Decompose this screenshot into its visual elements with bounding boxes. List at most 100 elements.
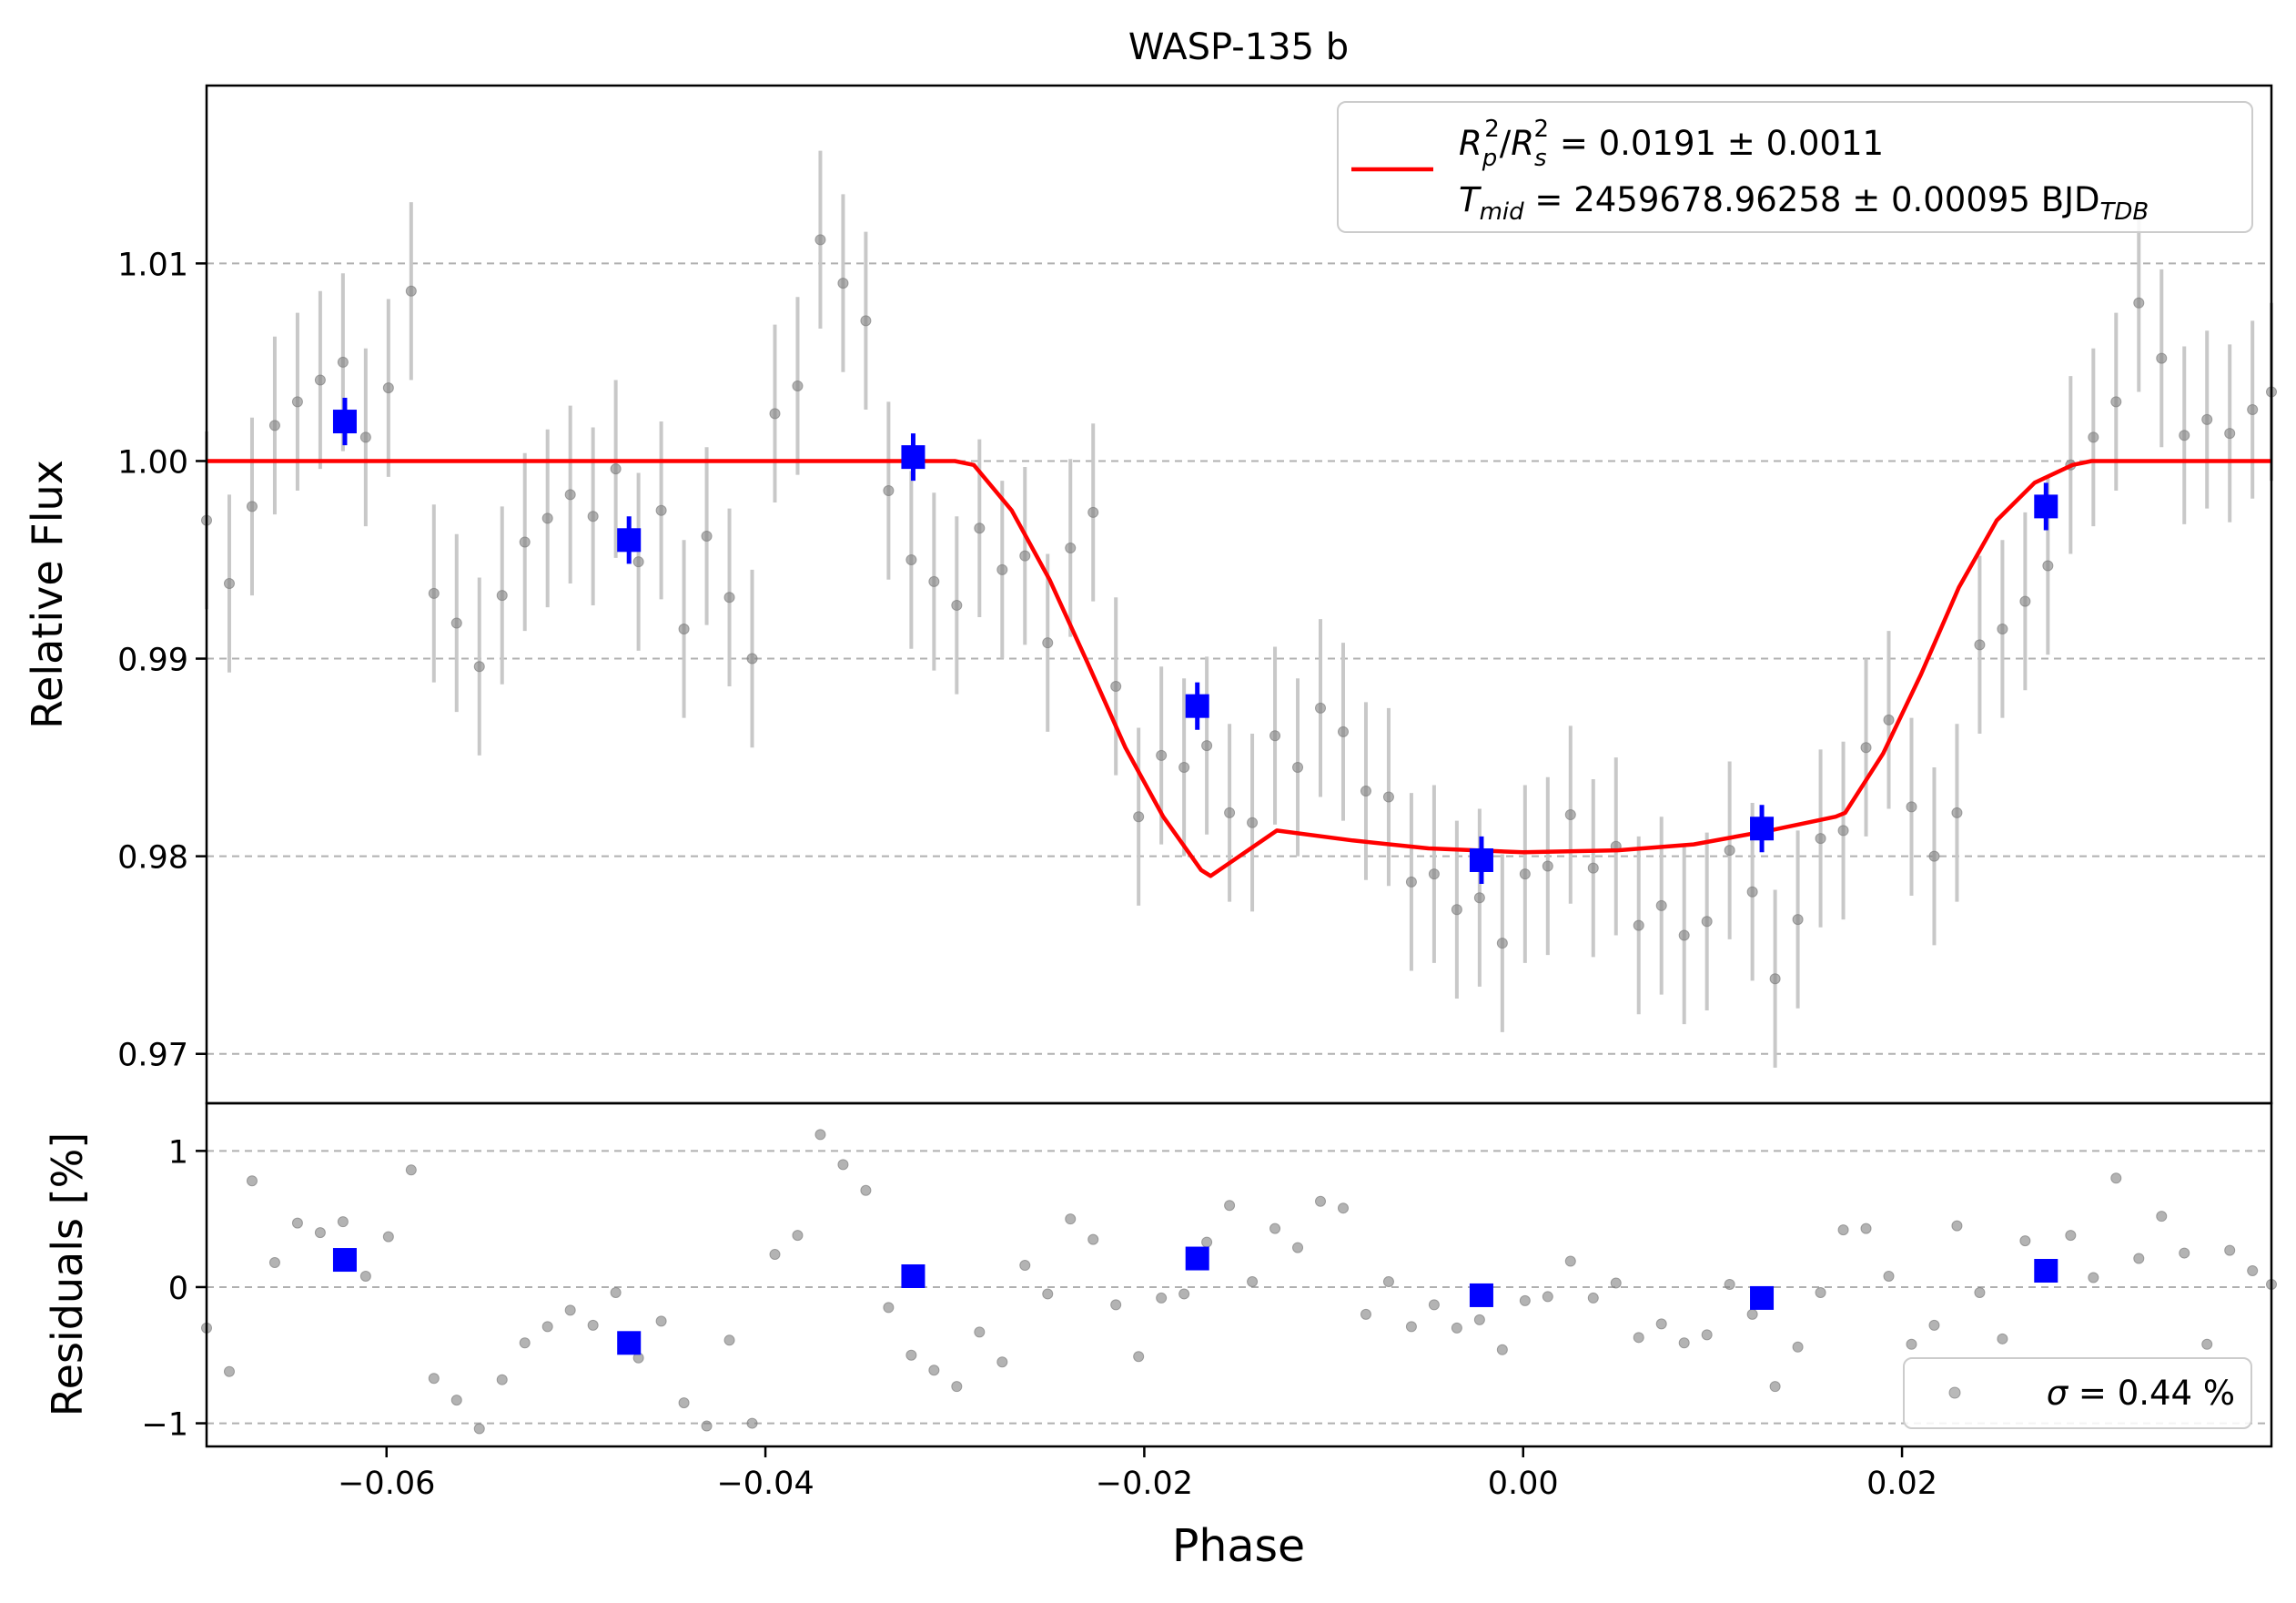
residual-raw-point (405, 1164, 417, 1176)
residual-raw-point (1974, 1286, 1986, 1298)
flux-raw-point (1019, 550, 1031, 562)
residual-raw-point (1746, 1308, 1758, 1320)
flux-raw-point (1815, 833, 1826, 845)
residual-raw-point (1564, 1255, 1576, 1267)
residual-raw-point (2156, 1211, 2168, 1223)
residual-raw-point (541, 1321, 553, 1333)
flux-raw-point (1997, 623, 2008, 634)
flux-raw-point (928, 575, 940, 587)
residual-raw-point (723, 1334, 735, 1346)
residual-raw-point (2110, 1172, 2122, 1184)
residual-raw-point (1451, 1322, 1462, 1334)
residual-raw-point (1519, 1294, 1531, 1306)
flux-raw-point (1315, 702, 1327, 714)
residual-raw-point (769, 1249, 781, 1261)
flux-raw-point (1837, 825, 1849, 837)
residual-raw-point (2133, 1253, 2145, 1264)
flux-legend: Rp2/Rs2 = 0.0191 ± 0.0011 Tmid = 2459678… (1337, 101, 2253, 233)
flux-raw-point (1542, 860, 1553, 872)
residual-raw-point (564, 1304, 576, 1316)
flux-raw-point (473, 661, 485, 673)
flux-raw-point (428, 587, 440, 599)
residual-raw-point (496, 1374, 508, 1385)
residuals-x-ticks: −0.06 −0.04 −0.02 0.00 0.02 (338, 1446, 1937, 1502)
residual-raw-point (428, 1373, 440, 1385)
flux-raw-point (337, 356, 349, 368)
residual-raw-point (1473, 1314, 1485, 1325)
flux-raw-point (1382, 791, 1394, 803)
residuals-axes-frame (205, 1101, 2273, 1448)
residual-raw-point (2224, 1244, 2236, 1256)
residuals-y-axis-label: Residuals [%] (43, 1132, 92, 1416)
flux-raw-point (1655, 899, 1667, 911)
residual-raw-point (223, 1365, 235, 1377)
residual-raw-point (655, 1315, 667, 1327)
flux-raw-point (1133, 811, 1145, 823)
flux-raw-point (1292, 761, 1304, 773)
residual-binned-point (332, 1248, 357, 1273)
residuals-panel: −1 0 1 −0.06 −0.04 −0.02 0.00 0.02 Residuals [… (43, 1101, 2277, 1572)
residuals-y-tick-label: 1 (168, 1134, 188, 1171)
flux-y-tick-label: 1.01 (117, 247, 188, 283)
flux-panel: 0.97 0.98 0.99 1.00 1.01 Relative Flux Rp2/R… (23, 84, 2277, 1105)
flux-raw-point (246, 501, 258, 512)
residuals-y-tick-label: 0 (168, 1271, 188, 1307)
legend-sigma-text: σ = 0.44 % (2047, 1374, 2235, 1413)
flux-raw-point (1451, 904, 1462, 916)
residual-raw-point (1883, 1270, 1895, 1282)
residual-raw-point (1496, 1344, 1508, 1355)
flux-raw-point (268, 420, 280, 431)
residual-raw-point (792, 1230, 804, 1242)
residual-raw-point (746, 1417, 758, 1429)
residual-raw-point (314, 1227, 326, 1239)
flux-raw-point (2224, 428, 2236, 440)
flux-raw-point (1951, 807, 1963, 818)
residual-raw-point (1701, 1329, 1713, 1341)
flux-raw-point (837, 278, 849, 289)
flux-raw-point (1724, 845, 1735, 857)
flux-raw-point (996, 563, 1008, 575)
flux-y-tick-label: 0.98 (117, 840, 188, 877)
flux-raw-point (1428, 868, 1440, 880)
residual-raw-point (1382, 1275, 1394, 1287)
x-tick-label: 0.02 (1866, 1466, 1937, 1502)
residual-raw-point (678, 1397, 690, 1409)
residual-binned-point (1185, 1246, 1209, 1271)
flux-raw-point (1042, 637, 1054, 649)
flux-raw-point (1564, 809, 1576, 821)
residual-raw-point (1315, 1195, 1327, 1207)
transit-model-line (207, 459, 2271, 878)
flux-raw-point (1860, 742, 1872, 754)
flux-raw-point (1746, 886, 1758, 898)
residual-raw-point (1156, 1292, 1168, 1304)
residual-raw-point (1815, 1286, 1826, 1298)
x-tick-label: −0.02 (1096, 1466, 1193, 1502)
residual-raw-point (246, 1175, 258, 1187)
residual-binned-point (1750, 1285, 1775, 1310)
flux-raw-point (1065, 542, 1077, 553)
residual-binned-point (901, 1263, 925, 1288)
residual-raw-point (587, 1319, 599, 1331)
flux-raw-point (1678, 929, 1690, 941)
residual-raw-point (974, 1326, 986, 1338)
flux-raw-point (701, 530, 713, 542)
residual-raw-point (837, 1159, 849, 1171)
residual-raw-point (1587, 1292, 1599, 1304)
flux-raw-point (359, 431, 371, 443)
flux-binned-point (332, 410, 357, 434)
residuals-y-tick-label: −1 (141, 1407, 188, 1444)
residuals-raw-points (201, 1129, 2277, 1435)
residual-raw-point (883, 1302, 895, 1314)
residual-raw-point (1906, 1338, 1917, 1350)
residual-raw-point (610, 1286, 622, 1298)
flux-binned-point (1185, 694, 1209, 718)
residuals-legend: σ = 0.44 % (1903, 1357, 2252, 1429)
residual-raw-point (2247, 1265, 2259, 1277)
x-axis-label: Phase (1172, 1520, 1305, 1572)
flux-raw-point (723, 592, 735, 604)
flux-raw-point (860, 315, 872, 327)
flux-raw-point (1792, 914, 1804, 926)
flux-raw-point (405, 285, 417, 297)
flux-raw-point (1928, 850, 1940, 862)
flux-binned-points (332, 397, 2058, 885)
